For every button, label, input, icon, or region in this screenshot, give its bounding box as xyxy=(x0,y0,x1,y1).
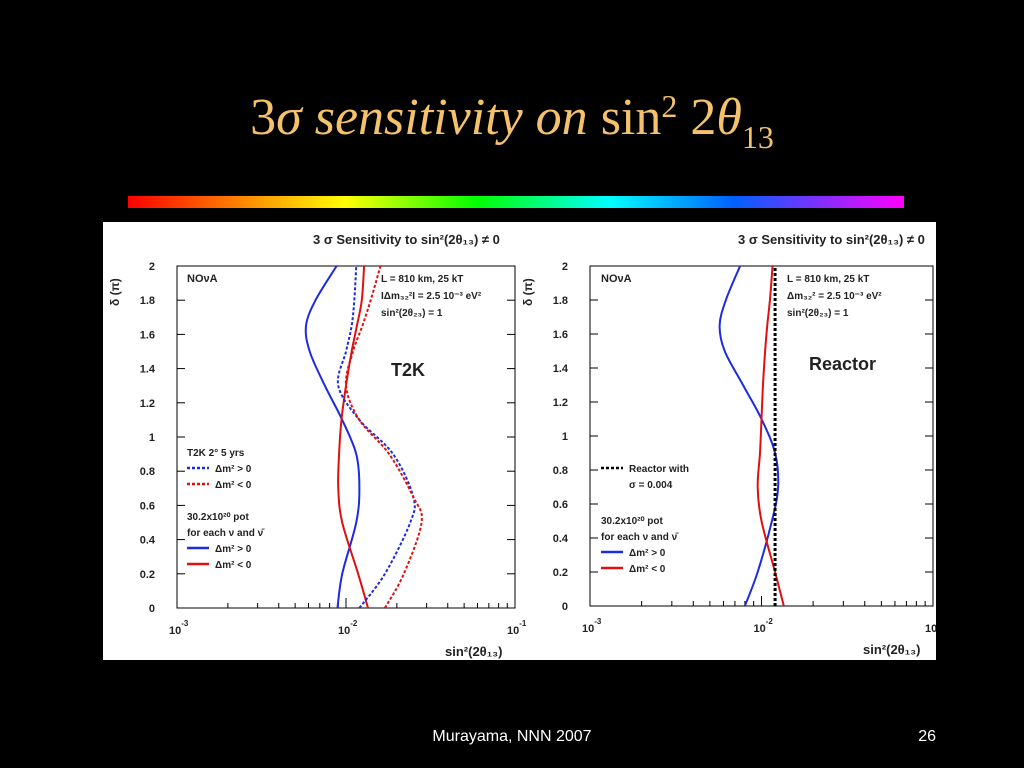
series-line xyxy=(304,266,361,608)
x-tick-exp: -3 xyxy=(594,617,602,626)
y-tick-label: 0.6 xyxy=(140,500,155,512)
y-tick-label: 1.6 xyxy=(140,329,155,341)
y-tick-label: 0.2 xyxy=(553,567,568,579)
legend-entry-label: Reactor with xyxy=(629,464,689,475)
param-text: sin²(2θ₂₃) = 1 xyxy=(787,308,849,319)
y-tick-label: 0.4 xyxy=(140,535,156,547)
x-tick-label: 10-2 xyxy=(754,617,774,635)
y-tick-label: 1.2 xyxy=(140,398,155,410)
chart-title: 3 σ Sensitivity to sin²(2θ₁₃) ≠ 0 xyxy=(738,232,925,247)
series-line xyxy=(337,266,369,608)
slide-number: 26 xyxy=(918,728,936,745)
legend-entry-label: Δm² > 0 xyxy=(215,464,252,475)
legend-entry-label: Δm² < 0 xyxy=(215,480,252,491)
legend-subheading: for each ν and ν̄ xyxy=(601,532,679,543)
legend-note: σ = 0.004 xyxy=(629,480,673,491)
x-tick-base: 10 xyxy=(338,625,350,637)
y-tick-label: 1 xyxy=(562,431,568,443)
x-tick-base: 10 xyxy=(507,625,519,637)
experiment-label: NOνA xyxy=(601,273,632,285)
x-tick-label: 10-1 xyxy=(925,617,936,635)
param-text: IΔm₃₂²I = 2.5 10⁻³ eV² xyxy=(381,291,482,302)
legend-subheading: for each ν and ν̄ xyxy=(187,528,265,539)
x-tick-label: 10-3 xyxy=(582,617,602,635)
title-theta: θ xyxy=(716,89,742,146)
y-tick-label: 1 xyxy=(149,432,155,444)
x-tick-exp: -3 xyxy=(181,619,189,628)
x-tick-label: 10-3 xyxy=(169,619,189,637)
charts-svg: 3 σ Sensitivity to sin²(2θ₁₃) ≠ 0 δ (π) 0 0… xyxy=(108,232,936,659)
title-index: 13 xyxy=(741,119,774,155)
y-tick-label: 0.8 xyxy=(140,466,155,478)
series-line xyxy=(344,266,423,608)
x-tick-exp: -2 xyxy=(350,619,358,628)
x-tick-exp: -1 xyxy=(519,619,527,628)
title-sin: sin xyxy=(600,89,662,146)
legend-entry-label: Δm² > 0 xyxy=(215,544,252,555)
y-axis-label: δ (π) xyxy=(521,278,535,306)
y-tick-label: 0.6 xyxy=(553,499,568,511)
y-tick-label: 2 xyxy=(149,261,155,273)
y-tick-label: 0.2 xyxy=(140,569,155,581)
y-axis-label: δ (π) xyxy=(108,278,122,306)
footer-credit: Murayama, NNN 2007 xyxy=(432,728,592,745)
x-tick-label: 10-1 xyxy=(507,619,527,637)
legend-entry-label: Δm² > 0 xyxy=(629,548,666,559)
x-axis-label: sin²(2θ₁₃) xyxy=(863,642,920,657)
param-text: L = 810 km, 25 kT xyxy=(787,274,869,285)
param-text: sin²(2θ₂₃) = 1 xyxy=(381,308,443,319)
x-tick-base: 10 xyxy=(169,625,181,637)
y-tick-label: 0.4 xyxy=(553,533,569,545)
y-tick-label: 0.8 xyxy=(553,465,568,477)
y-tick-label: 2 xyxy=(562,261,568,273)
y-tick-label: 1.2 xyxy=(553,397,568,409)
x-tick-label: 10-2 xyxy=(338,619,358,637)
x-tick-base: 10 xyxy=(754,623,766,635)
big-label: T2K xyxy=(391,360,425,380)
y-tick-label: 0 xyxy=(149,603,155,615)
title-phrase: sensitivity on xyxy=(314,89,588,146)
chart-1: 3 σ Sensitivity to sin²(2θ₁₃) ≠ 0 δ (π) 0 0… xyxy=(108,232,527,659)
y-tick-label: 1.8 xyxy=(140,295,155,307)
rainbow-divider xyxy=(128,196,904,208)
series-line xyxy=(756,266,785,606)
legend-heading: 30.2x10²⁰ pot xyxy=(601,516,663,527)
title-power: 2 xyxy=(661,88,678,124)
y-tick-label: 1.6 xyxy=(553,329,568,341)
big-label: Reactor xyxy=(809,354,876,374)
param-text: L = 810 km, 25 kT xyxy=(381,274,463,285)
title-sigma: σ xyxy=(276,89,302,146)
x-tick-base: 10 xyxy=(925,623,936,635)
y-tick-label: 1.8 xyxy=(553,295,568,307)
chart-2: 3 σ Sensitivity to sin²(2θ₁₃) ≠ 0 δ (π) 0 0… xyxy=(521,232,936,657)
x-tick-exp: -2 xyxy=(766,617,774,626)
x-tick-base: 10 xyxy=(582,623,594,635)
slide-title: 3σ sensitivity on sin2 2θ13 xyxy=(0,89,1024,153)
chart-title: 3 σ Sensitivity to sin²(2θ₁₃) ≠ 0 xyxy=(313,232,500,247)
y-tick-label: 0 xyxy=(562,601,568,613)
y-tick-label: 1.4 xyxy=(140,364,156,376)
experiment-label: NOνA xyxy=(187,273,218,285)
legend-entry-label: Δm² < 0 xyxy=(629,564,666,575)
legend-heading: T2K 2° 5 yrs xyxy=(187,448,245,459)
x-axis-label: sin²(2θ₁₃) xyxy=(445,644,502,659)
title-number: 3 xyxy=(250,89,277,146)
legend-heading: 30.2x10²⁰ pot xyxy=(187,512,249,523)
figure-panel: 3 σ Sensitivity to sin²(2θ₁₃) ≠ 0 δ (π) 0 0… xyxy=(103,222,936,660)
param-text: Δm₃₂² = 2.5 10⁻³ eV² xyxy=(787,291,882,302)
y-tick-label: 1.4 xyxy=(553,363,569,375)
legend-entry-label: Δm² < 0 xyxy=(215,560,252,571)
title-coef: 2 xyxy=(690,89,717,146)
